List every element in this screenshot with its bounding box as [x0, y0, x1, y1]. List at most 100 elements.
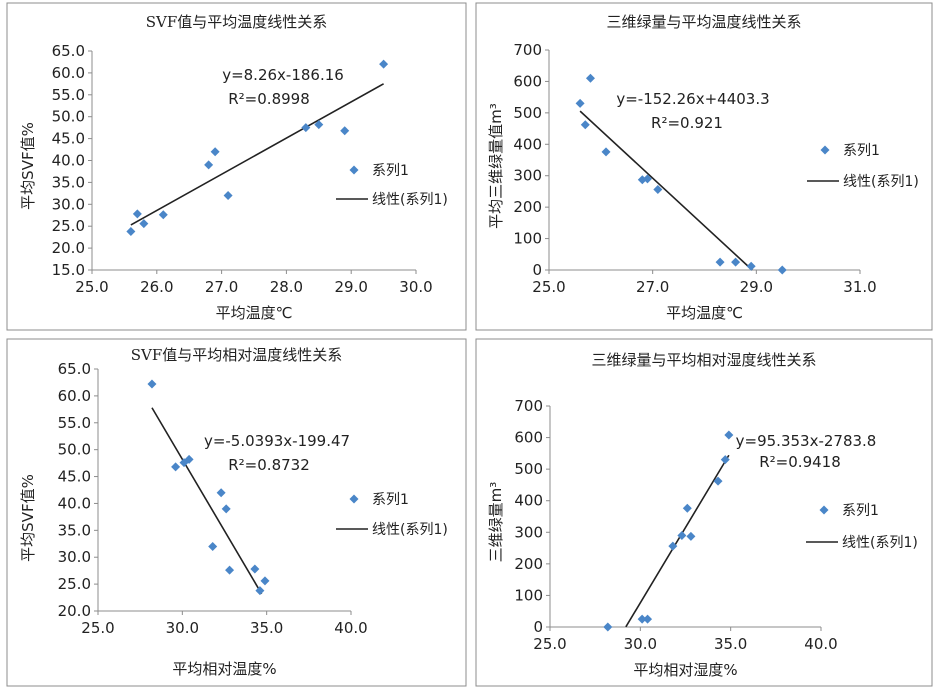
data-point — [686, 531, 696, 541]
x-tick-label: 29.0 — [740, 278, 773, 296]
legend-label-series: 系列1 — [372, 492, 409, 508]
x-tick-label: 29.0 — [334, 278, 367, 296]
trendline — [151, 407, 263, 595]
chart-panel-3: SVF值与平均相对温度线性关系20.025.030.035.040.045.05… — [6, 338, 467, 687]
y-tick-label: 700 — [513, 41, 542, 59]
x-tick-label: 31.0 — [843, 278, 876, 296]
data-point — [225, 565, 235, 575]
data-point — [580, 120, 590, 130]
legend-marker-series — [820, 145, 830, 155]
y-tick-label: 45.0 — [58, 468, 91, 486]
chart-title: 三维绿量与平均相对湿度线性关系 — [591, 351, 816, 369]
data-point — [642, 174, 652, 184]
data-point — [653, 185, 663, 195]
data-point — [379, 59, 389, 69]
data-point — [677, 530, 687, 540]
x-tick-label: 35.0 — [714, 635, 747, 653]
data-point — [715, 257, 725, 267]
x-tick-label: 28.0 — [270, 278, 303, 296]
x-tick-label: 30.0 — [166, 619, 199, 637]
data-point — [601, 147, 611, 157]
y-tick-label: 65.0 — [58, 360, 91, 378]
y-tick-label: 400 — [514, 492, 543, 510]
chart-title: 三维绿量与平均温度线性关系 — [606, 13, 801, 31]
trendline — [130, 83, 384, 226]
r-squared: R²=0.8998 — [228, 90, 310, 108]
data-point — [682, 503, 692, 513]
y-tick-label: 200 — [513, 198, 542, 216]
x-axis-label: 平均温度℃ — [666, 304, 743, 322]
data-point — [746, 261, 756, 271]
y-axis-label: 三维绿量m³ — [487, 482, 505, 563]
trendline — [579, 110, 753, 271]
y-tick-label: 400 — [513, 135, 542, 153]
data-point — [713, 476, 723, 486]
y-tick-label: 25.0 — [58, 575, 91, 593]
data-point — [637, 614, 647, 624]
data-point — [204, 160, 214, 170]
data-point — [223, 191, 233, 201]
chart-panel-2: 三维绿量与平均温度线性关系 0 100 200 300 400 500 600 700 25.0 2… — [475, 2, 933, 331]
y-tick-label: 300 — [514, 523, 543, 541]
y-tick-label: 500 — [513, 104, 542, 122]
y-tick-label: 700 — [514, 397, 543, 415]
chart-frame — [475, 338, 933, 687]
x-axis-label: 平均温度℃ — [216, 304, 293, 322]
data-point — [171, 462, 181, 472]
r-squared: R²=0.8732 — [228, 456, 310, 474]
legend-label-trendline: 线性(系列1) — [843, 174, 919, 190]
x-tick-label: 30.0 — [399, 278, 432, 296]
y-axis-label: 平均SVF值% — [19, 122, 37, 210]
x-tick-label: 27.0 — [205, 278, 238, 296]
y-tick-label: 20.0 — [52, 239, 85, 257]
legend-marker-series — [819, 505, 829, 515]
y-tick-label: 55.0 — [58, 414, 91, 432]
legend-label-trendline: 线性(系列1) — [372, 522, 448, 538]
y-tick-label: 40.0 — [58, 494, 91, 512]
data-point — [250, 564, 260, 574]
r-squared: R²=0.921 — [651, 114, 723, 132]
x-tick-label: 35.0 — [250, 619, 283, 637]
data-point — [301, 123, 311, 133]
trend-equation: y=-152.26x+4403.3 — [616, 90, 769, 108]
chart-frame — [6, 338, 467, 687]
legend-marker-series — [349, 165, 359, 175]
data-point — [585, 73, 595, 83]
trend-equation: y=-5.0393x-199.47 — [204, 432, 350, 450]
x-tick-label: 25.0 — [75, 278, 108, 296]
y-tick-label: 65.0 — [52, 42, 85, 60]
y-tick-label: 25.0 — [52, 217, 85, 235]
y-tick-label: 600 — [513, 72, 542, 90]
y-tick-label: 50.0 — [58, 441, 91, 459]
y-tick-label: 100 — [513, 230, 542, 248]
x-tick-label: 25.0 — [81, 619, 114, 637]
data-point — [724, 430, 734, 440]
data-point — [255, 586, 265, 596]
data-point — [720, 455, 730, 465]
x-tick-label: 40.0 — [804, 635, 837, 653]
y-tick-label: 20.0 — [58, 602, 91, 620]
data-point — [643, 614, 653, 624]
legend-label-trendline: 线性(系列1) — [372, 192, 448, 208]
x-tick-label: 27.0 — [636, 278, 669, 296]
data-point — [210, 147, 220, 157]
y-tick-label: 0 — [533, 618, 543, 636]
data-point — [777, 265, 787, 275]
y-tick-label: 100 — [514, 586, 543, 604]
y-axis-label: 平均SVF值% — [19, 474, 37, 562]
y-tick-label: 35.0 — [52, 173, 85, 191]
y-tick-label: 30.0 — [52, 195, 85, 213]
y-tick-label: 35.0 — [58, 521, 91, 539]
trendline — [625, 454, 730, 628]
data-point — [314, 120, 324, 130]
x-tick-label: 26.0 — [140, 278, 173, 296]
y-tick-label: 0 — [532, 261, 542, 279]
y-tick-label: 300 — [513, 167, 542, 185]
data-point — [260, 576, 270, 586]
data-point — [221, 504, 231, 514]
data-point — [216, 488, 226, 498]
r-squared: R²=0.9418 — [759, 453, 841, 471]
chart-panel-1: SVF值与平均温度线性关系 15.0 20.0 25.0 30.0 35.0 40.0 45.… — [6, 2, 467, 331]
data-point — [139, 219, 149, 229]
